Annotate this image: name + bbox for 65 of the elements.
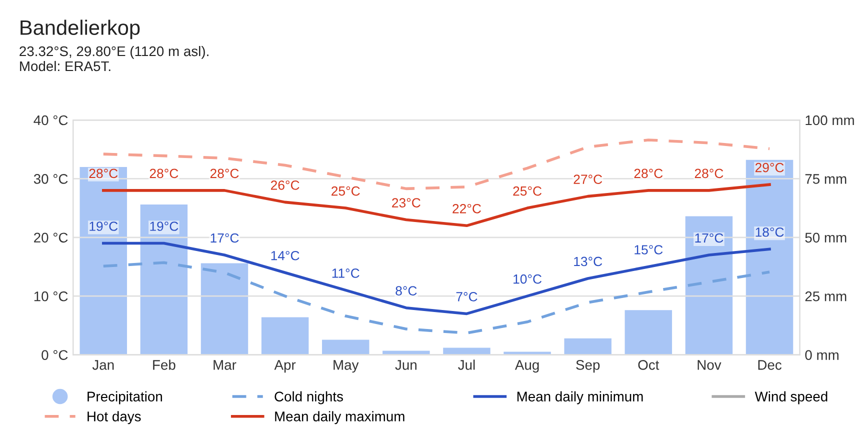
data-label: 28°C	[634, 168, 663, 178]
legend-label: Mean daily minimum	[517, 391, 643, 404]
bar	[685, 216, 733, 355]
data-label: 28°C	[89, 168, 118, 178]
data-label: 15°C	[634, 245, 663, 254]
data-label: 26°C	[270, 180, 300, 190]
data-label: 19°C	[90, 222, 118, 231]
legend-label: Precipitation	[88, 391, 162, 404]
x-tick-label: May	[334, 360, 359, 373]
legend-label: Hot days	[88, 411, 141, 424]
x-tick-label: Mar	[214, 360, 236, 370]
data-label: 25°C	[513, 186, 542, 196]
x-tick-label: Jun	[395, 360, 416, 370]
data-label: 19°C	[150, 222, 178, 231]
data-label: 10°C	[514, 274, 542, 284]
data-label: 28°C	[694, 168, 724, 178]
bar	[261, 317, 309, 355]
bar	[564, 338, 612, 355]
y-tick-label: 20 °C	[34, 232, 68, 243]
data-label: 17°C	[695, 233, 724, 243]
legend-label: Wind speed	[754, 391, 828, 404]
data-label: 23°C	[392, 198, 420, 208]
data-label: 27°C	[574, 174, 602, 184]
y2-tick-label: 75 mm	[805, 174, 846, 184]
y-tick-label: 10 °C	[34, 291, 68, 302]
legend-label: Cold nights	[274, 391, 343, 404]
data-label: 13°C	[574, 256, 602, 266]
data-label: 14°C	[271, 250, 300, 260]
x-tick-label: Aug	[514, 360, 539, 373]
bar	[322, 340, 370, 355]
x-tick-label: Nov	[698, 360, 722, 370]
data-label: 22°C	[452, 204, 481, 214]
x-tick-label: Oct	[638, 360, 660, 370]
data-label: 29°C	[755, 162, 784, 172]
line-series	[102, 242, 771, 316]
bar	[443, 348, 490, 355]
legend-label: Mean daily maximum	[275, 411, 404, 424]
bar	[140, 204, 188, 355]
data-label: 25°C	[332, 186, 360, 196]
bar	[624, 310, 672, 355]
data-label: 17°C	[210, 233, 239, 243]
x-tick-label: Feb	[153, 360, 176, 370]
y-tick-label: 30 °C	[34, 174, 68, 184]
y2-tick-label: 50 mm	[805, 232, 846, 243]
bar	[200, 263, 248, 355]
chart-title: Bandelierkop	[20, 20, 140, 40]
y2-tick-label: 100 mm	[806, 115, 854, 126]
x-tick-label: Apr	[274, 360, 296, 373]
y-tick-label: 0 °C	[42, 350, 68, 360]
y-tick-label: 40 °C	[34, 115, 68, 126]
data-label: 7°C	[456, 292, 478, 302]
y2-tick-label: 0 mm	[805, 350, 838, 360]
chart-subtitle: 23.32°S, 29.80°E (1120 m asl). Model: ERA5T.	[20, 46, 208, 72]
data-label: 18°C	[756, 227, 784, 237]
x-tick-label: Sep	[576, 360, 600, 373]
data-label: 28°C	[150, 168, 178, 178]
y2-tick-label: 25 mm	[805, 291, 846, 302]
data-label: 11°C	[332, 268, 360, 278]
x-tick-label: Jul	[458, 360, 475, 370]
bar	[746, 160, 794, 355]
x-tick-label: Dec	[758, 360, 782, 370]
data-label: 28°C	[210, 168, 239, 178]
x-tick-label: Jan	[92, 360, 114, 370]
bar	[80, 166, 127, 355]
data-label: 8°C	[396, 286, 417, 296]
